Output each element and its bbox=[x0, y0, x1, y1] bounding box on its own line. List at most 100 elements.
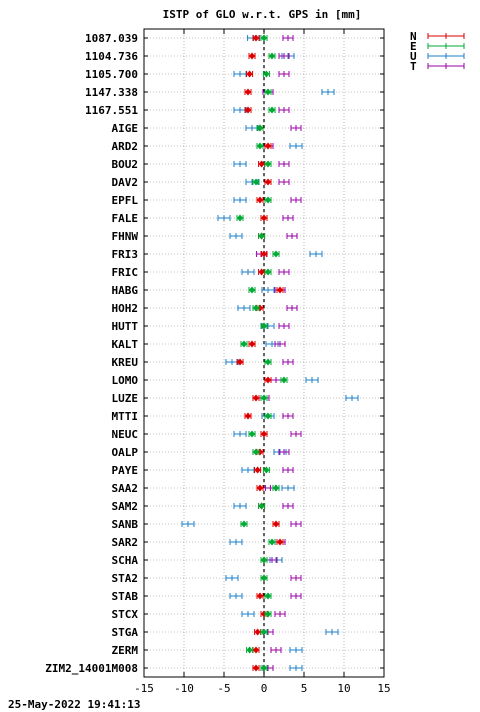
marker-e bbox=[264, 196, 272, 204]
value-diamond bbox=[261, 574, 267, 582]
value-diamond bbox=[249, 340, 255, 348]
station-label: NEUC bbox=[112, 428, 139, 441]
marker-u bbox=[233, 161, 247, 167]
marker-t bbox=[290, 197, 302, 203]
marker-n bbox=[244, 412, 252, 420]
value-diamond bbox=[249, 430, 255, 438]
marker-n bbox=[246, 70, 254, 78]
marker-e bbox=[264, 412, 272, 420]
value-diamond bbox=[265, 88, 271, 96]
value-diamond bbox=[253, 394, 259, 402]
station-label: FRIC bbox=[112, 266, 139, 279]
value-diamond bbox=[245, 412, 251, 420]
value-diamond bbox=[258, 268, 265, 276]
value-diamond bbox=[254, 628, 261, 636]
marker-t bbox=[274, 611, 286, 617]
marker-u bbox=[233, 503, 247, 509]
station-label: STAB bbox=[112, 590, 139, 603]
value-diamond bbox=[265, 412, 271, 420]
station-label: STCX bbox=[112, 608, 139, 621]
value-diamond bbox=[246, 646, 253, 654]
value-diamond bbox=[241, 520, 247, 528]
marker-u bbox=[305, 377, 319, 383]
marker-n bbox=[254, 628, 262, 636]
x-tick-label: -5 bbox=[217, 682, 230, 695]
value-diamond bbox=[257, 142, 263, 150]
value-diamond bbox=[261, 394, 267, 402]
marker-t bbox=[278, 71, 290, 77]
marker-e bbox=[258, 502, 266, 510]
marker-t bbox=[286, 305, 298, 311]
marker-u bbox=[321, 89, 335, 95]
marker-e bbox=[268, 52, 276, 60]
marker-e bbox=[240, 520, 248, 528]
station-label: DAV2 bbox=[112, 176, 139, 189]
marker-n bbox=[272, 520, 280, 528]
marker-n bbox=[264, 376, 272, 384]
marker-e bbox=[264, 358, 272, 366]
marker-n bbox=[264, 142, 272, 150]
marker-t bbox=[278, 449, 290, 455]
value-diamond bbox=[257, 592, 263, 600]
marker-t bbox=[282, 359, 294, 365]
legend-label-e: E bbox=[410, 40, 417, 53]
marker-e bbox=[256, 124, 264, 132]
marker-t bbox=[270, 647, 282, 653]
marker-u bbox=[225, 359, 239, 365]
value-diamond bbox=[265, 142, 271, 150]
value-diamond bbox=[265, 592, 271, 600]
value-diamond bbox=[258, 160, 265, 168]
value-diamond bbox=[254, 466, 261, 474]
value-diamond bbox=[253, 34, 259, 42]
station-label: SAR2 bbox=[112, 536, 139, 549]
value-diamond bbox=[246, 70, 253, 78]
value-diamond bbox=[258, 232, 265, 240]
value-diamond bbox=[257, 124, 263, 132]
value-diamond bbox=[261, 556, 267, 564]
marker-u bbox=[309, 251, 323, 257]
marker-e bbox=[264, 592, 272, 600]
station-label: 1147.338 bbox=[85, 86, 138, 99]
x-axis: -15 -10 -5 0 5 10 15 bbox=[134, 29, 391, 695]
value-diamond bbox=[273, 484, 279, 492]
value-diamond bbox=[237, 358, 243, 366]
value-diamond bbox=[273, 520, 279, 528]
marker-n bbox=[264, 178, 272, 186]
marker-n bbox=[252, 34, 260, 42]
value-diamond bbox=[265, 178, 271, 186]
marker-t bbox=[282, 503, 294, 509]
x-tick-label: 5 bbox=[301, 682, 308, 695]
marker-e bbox=[262, 70, 270, 78]
legend-marker-n bbox=[427, 33, 465, 39]
marker-u bbox=[237, 305, 251, 311]
marker-u bbox=[233, 107, 247, 113]
x-tick-label: 10 bbox=[337, 682, 350, 695]
marker-e bbox=[260, 574, 268, 582]
marker-n bbox=[248, 52, 256, 60]
marker-n bbox=[256, 592, 264, 600]
value-diamond bbox=[277, 538, 283, 546]
value-diamond bbox=[261, 322, 267, 330]
marker-e bbox=[264, 88, 272, 96]
marker-u bbox=[229, 593, 243, 599]
marker-u bbox=[261, 287, 275, 293]
value-diamond bbox=[265, 160, 271, 168]
marker-e bbox=[256, 142, 264, 150]
marker-t bbox=[290, 575, 302, 581]
marker-e bbox=[272, 250, 280, 258]
value-diamond bbox=[265, 196, 271, 204]
value-diamond bbox=[253, 646, 259, 654]
marker-n bbox=[260, 250, 268, 258]
marker-t bbox=[290, 431, 302, 437]
value-diamond bbox=[261, 628, 267, 636]
value-diamond bbox=[263, 70, 270, 78]
station-label: AIGE bbox=[112, 122, 139, 135]
value-diamond bbox=[249, 52, 255, 60]
value-diamond bbox=[269, 106, 275, 114]
marker-e bbox=[272, 484, 280, 492]
value-diamond bbox=[265, 358, 271, 366]
marker-u bbox=[289, 143, 303, 149]
station-label: 1105.700 bbox=[85, 68, 138, 81]
value-diamond bbox=[249, 286, 255, 294]
station-label: SAM2 bbox=[112, 500, 139, 513]
